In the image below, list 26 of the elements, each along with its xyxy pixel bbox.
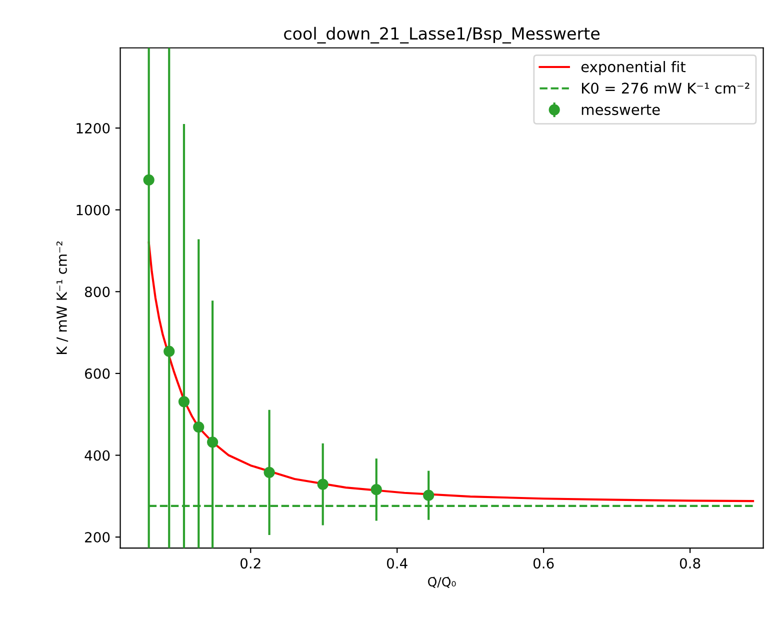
y-tick-label: 800 [84,286,110,298]
y-tick-label: 1200 [76,123,110,134]
chart-title: cool_down_21_Lasse1/Bsp_Messwerte [284,26,600,44]
x-tick-label: 0.2 [240,558,260,569]
legend-label: messwerte [582,104,660,116]
x-tick-label: 0.4 [386,558,408,569]
point [207,436,218,448]
x-axis-title: Q̇/Q̇₀ [428,576,456,588]
point [370,484,382,496]
legend-label: exponential fit [581,61,686,76]
x-tick-label: 0.6 [533,558,554,569]
point [143,174,154,186]
x-tick-label: 0.8 [680,558,700,569]
y-tick-label: 600 [85,368,110,379]
y-tick-label: 400 [84,450,110,461]
point [193,421,204,433]
y-axis-title: K / mW K⁻¹ cm⁻² [56,241,68,354]
point [317,478,328,490]
legend-label: K0 = 276 mW K⁻¹ cm⁻² [582,82,750,94]
y-tick-label: 200 [85,532,110,543]
line-series [148,242,754,502]
point [178,396,190,408]
point [264,466,275,478]
point [164,346,175,357]
y-tick-label: 1000 [76,204,110,216]
point [423,490,434,501]
